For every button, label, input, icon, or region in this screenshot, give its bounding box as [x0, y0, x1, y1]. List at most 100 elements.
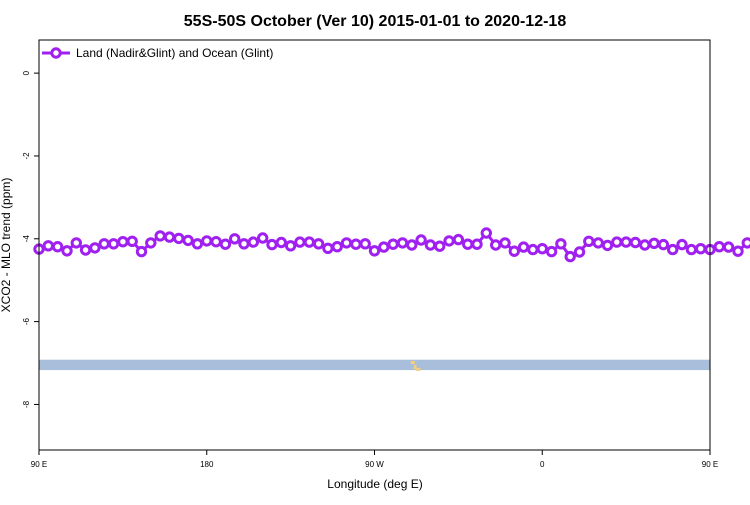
data-point — [51, 241, 64, 253]
data-point — [70, 237, 83, 249]
data-point — [238, 238, 250, 250]
data-point — [219, 238, 232, 250]
data-point — [387, 238, 399, 250]
data-point — [191, 238, 204, 250]
land-patch — [416, 368, 421, 371]
data-point — [490, 239, 502, 251]
data-point — [480, 227, 492, 239]
data-point — [415, 234, 427, 246]
data-point — [145, 237, 157, 249]
x-axis-label: Longitude (deg E) — [327, 477, 422, 491]
data-point — [117, 236, 129, 248]
data-point — [303, 236, 315, 248]
data-point — [378, 241, 390, 253]
data-point — [536, 243, 548, 255]
x-tick-label: 90 E — [702, 460, 718, 469]
data-point — [657, 238, 670, 251]
data-point — [98, 238, 110, 250]
data-point — [284, 240, 297, 252]
data-point — [629, 236, 642, 249]
data-point — [592, 237, 604, 249]
data-point — [182, 234, 194, 247]
data-point — [722, 241, 735, 253]
data-point — [163, 231, 176, 243]
data-point — [312, 238, 325, 250]
data-point — [89, 242, 101, 254]
data-point — [266, 238, 278, 251]
data-point — [322, 242, 334, 255]
x-tick-label: 0 — [540, 460, 545, 469]
data-point — [42, 240, 54, 252]
data-point — [135, 245, 148, 258]
data-point — [424, 239, 437, 251]
data-point — [406, 239, 418, 251]
data-point — [275, 236, 287, 249]
data-point — [732, 245, 744, 257]
data-point — [499, 237, 511, 249]
legend-label: Land (Nadir&Glint) and Ocean (Glint) — [76, 46, 273, 60]
data-point — [368, 245, 381, 257]
data-point — [676, 238, 688, 251]
y-tick-label: -8 — [22, 400, 31, 408]
data-point — [107, 238, 120, 250]
data-point — [173, 232, 185, 245]
data-point — [639, 239, 651, 251]
data-point — [508, 245, 520, 257]
data-point — [201, 235, 213, 247]
chart-title: 55S-50S October (Ver 10) 2015-01-01 to 2… — [184, 13, 567, 30]
data-point — [396, 237, 409, 249]
land-patch — [410, 360, 415, 364]
data-point — [573, 246, 586, 258]
land-patch — [413, 365, 417, 370]
data-point — [601, 239, 614, 252]
data-point — [229, 233, 241, 245]
data-point — [462, 238, 474, 250]
data-point — [359, 238, 371, 250]
data-point — [695, 243, 707, 255]
data-point — [210, 236, 222, 248]
data-point — [517, 241, 530, 253]
data-point — [350, 238, 362, 250]
land-band — [39, 359, 710, 371]
data-point — [545, 245, 558, 258]
data-point — [611, 236, 623, 248]
data-point — [713, 241, 725, 253]
data-point — [247, 236, 260, 248]
y-tick-label: -2 — [22, 152, 31, 160]
data-point — [154, 230, 166, 242]
data-point — [79, 244, 92, 256]
y-tick-label: 0 — [22, 70, 31, 75]
data-point — [527, 243, 539, 256]
data-point — [443, 235, 455, 247]
y-tick-label: -4 — [22, 235, 31, 243]
data-point — [583, 235, 595, 248]
data-point — [257, 232, 269, 244]
y-tick-label: -6 — [22, 318, 31, 326]
data-point — [61, 245, 73, 257]
y-axis: 0 -2 -4 -6 -8 — [22, 70, 39, 408]
land-patches — [410, 360, 421, 371]
data-point — [331, 241, 343, 253]
data-point — [667, 243, 679, 256]
x-tick-label: 90 W — [365, 460, 384, 469]
x-axis: 90 E 180 90 W 0 90 E — [31, 450, 718, 469]
data-point — [452, 233, 465, 246]
data-point — [471, 238, 483, 250]
series-layer — [33, 227, 750, 263]
data-point — [648, 237, 660, 250]
legend: Land (Nadir&Glint) and Ocean (Glint) — [42, 46, 273, 60]
data-point — [126, 235, 138, 248]
data-point — [555, 238, 567, 250]
data-point — [294, 236, 306, 248]
data-point — [620, 236, 632, 248]
y-axis-label: XCO2 - MLO trend (ppm) — [0, 178, 13, 313]
x-tick-label: 90 E — [31, 460, 47, 469]
data-point — [685, 243, 698, 256]
data-point — [564, 250, 576, 263]
data-point — [741, 237, 750, 249]
legend-marker — [50, 47, 62, 59]
data-point — [340, 237, 353, 249]
data-point — [434, 240, 446, 252]
